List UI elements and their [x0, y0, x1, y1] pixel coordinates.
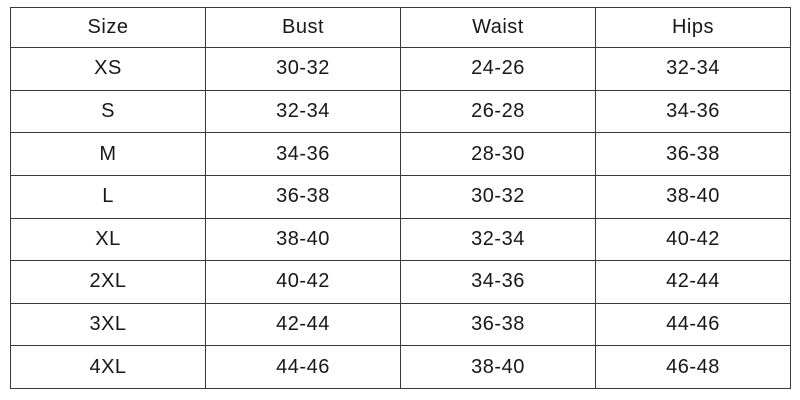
table-row-4xl: 4XL 44-46 38-40 46-48: [10, 345, 791, 389]
measurement-cell: 24-26: [400, 47, 596, 91]
table-row-m: M 34-36 28-30 36-38: [10, 132, 791, 176]
measurement-cell: 32-34: [400, 217, 596, 262]
measurement-cell: 38-40: [595, 174, 791, 219]
size-label-cell: L: [10, 174, 206, 219]
measurement-cell: 30-32: [205, 47, 401, 91]
measurement-cell: 40-42: [205, 260, 401, 304]
column-header-hips: Hips: [595, 7, 791, 48]
table-row-2xl: 2XL 40-42 34-36 42-44: [10, 260, 791, 304]
column-header-bust: Bust: [205, 7, 401, 48]
measurement-cell: 28-30: [400, 132, 596, 176]
measurement-cell: 44-46: [595, 302, 791, 347]
column-header-size: Size: [10, 7, 206, 48]
table-row-xl: XL 38-40 32-34 40-42: [10, 217, 791, 262]
table-row-3xl: 3XL 42-44 36-38 44-46: [10, 302, 791, 347]
measurement-cell: 38-40: [400, 345, 596, 389]
measurement-cell: 42-44: [205, 302, 401, 347]
size-label-cell: XS: [10, 47, 206, 91]
column-header-waist: Waist: [400, 7, 596, 48]
size-label-cell: 2XL: [10, 260, 206, 304]
measurement-cell: 36-38: [400, 302, 596, 347]
measurement-cell: 34-36: [400, 260, 596, 304]
measurement-cell: 40-42: [595, 217, 791, 262]
measurement-cell: 32-34: [205, 89, 401, 134]
header-row: Size Bust Waist Hips: [10, 7, 791, 48]
size-label-cell: S: [10, 89, 206, 134]
table-row-xs: XS 30-32 24-26 32-34: [10, 47, 791, 91]
measurement-cell: 30-32: [400, 174, 596, 219]
measurement-cell: 32-34: [595, 47, 791, 91]
size-label-cell: 4XL: [10, 345, 206, 389]
measurement-cell: 36-38: [595, 132, 791, 176]
measurement-cell: 34-36: [595, 89, 791, 134]
measurement-cell: 36-38: [205, 174, 401, 219]
table-row-s: S 32-34 26-28 34-36: [10, 89, 791, 134]
measurement-cell: 42-44: [595, 260, 791, 304]
measurement-cell: 34-36: [205, 132, 401, 176]
size-label-cell: XL: [10, 217, 206, 262]
size-chart-header: Size Bust Waist Hips: [10, 7, 791, 48]
size-label-cell: 3XL: [10, 302, 206, 347]
size-chart-table: Size Bust Waist Hips XS 30-32 24-26 32-34 S 32-3…: [10, 7, 791, 389]
table-row-l: L 36-38 30-32 38-40: [10, 174, 791, 219]
measurement-cell: 44-46: [205, 345, 401, 389]
measurement-cell: 38-40: [205, 217, 401, 262]
measurement-cell: 46-48: [595, 345, 791, 389]
size-chart-body: XS 30-32 24-26 32-34 S 32-34 26-28 34-36 M 34-36 2…: [10, 47, 791, 389]
measurement-cell: 26-28: [400, 89, 596, 134]
size-label-cell: M: [10, 132, 206, 176]
